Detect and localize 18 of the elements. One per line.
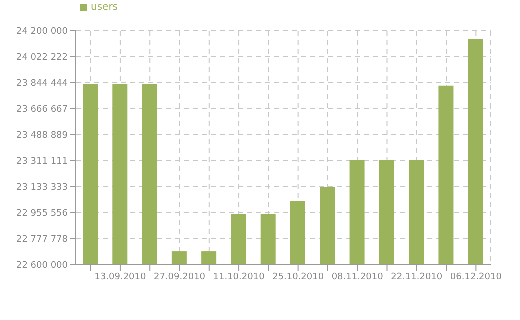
y-tick-label: 23 311 111 [16,157,68,168]
y-tick-label: 23 488 889 [16,131,68,142]
y-tick-label: 22 955 556 [16,209,68,220]
y-tick-label: 23 844 444 [16,79,68,90]
x-tick-label: 13.09.2010 [94,272,147,282]
x-tick-label: 06.12.2010 [450,272,502,282]
y-tick-label: 23 133 333 [16,183,68,194]
x-tick-label: 11.10.2010 [213,272,266,282]
y-tick-label: 24 200 000 [16,27,68,38]
y-tick-label: 24 022 222 [16,53,68,64]
legend-label: users [91,2,118,13]
x-tick-label: 08.11.2010 [332,272,384,282]
y-tick-label: 22 600 000 [16,261,68,272]
y-tick-label: 22 777 778 [16,235,68,246]
x-tick-label: 27.09.2010 [154,272,206,282]
x-tick-label: 22.11.2010 [391,272,443,282]
y-tick-label: 23 666 667 [16,105,68,116]
x-tick-label: 25.10.2010 [272,272,324,282]
